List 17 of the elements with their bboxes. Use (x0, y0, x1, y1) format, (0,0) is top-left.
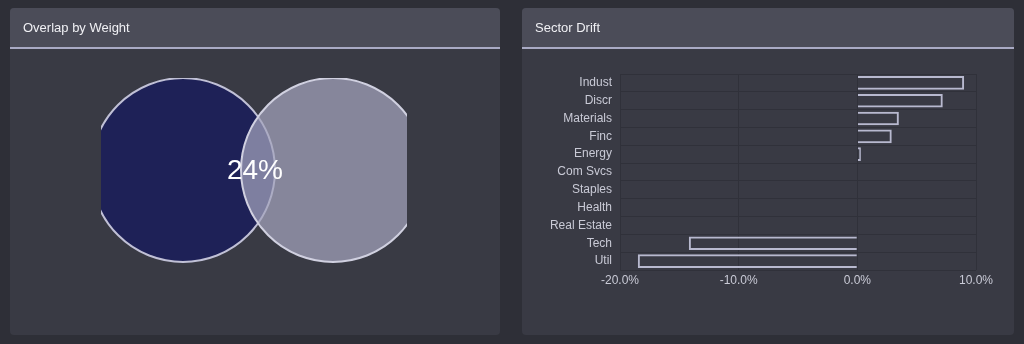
y-tick-label: Staples (571, 182, 612, 197)
x-tick-label: -20.0% (600, 272, 640, 287)
y-tick-label: Real Estate (549, 217, 613, 232)
y-tick-label: Health (577, 199, 612, 214)
x-tick-label: 0.0% (843, 272, 872, 287)
y-tick-label: Util (594, 253, 612, 268)
y-tick-label: Discr (584, 93, 612, 108)
y-tick-label: Energy (573, 146, 612, 161)
y-tick-label: Tech (586, 235, 612, 250)
x-tick-label: 10.0% (958, 272, 994, 287)
y-tick-label: Indust (579, 75, 613, 90)
y-tick-label: Com Svcs (557, 164, 612, 179)
chart-title: Sector Drift (522, 8, 1014, 49)
x-tick-label: -10.0% (719, 272, 758, 287)
y-tick-label: Materials (563, 110, 612, 125)
y-tick-label: Finc (589, 128, 612, 143)
text: Overlap by Weight (10, 8, 500, 49)
